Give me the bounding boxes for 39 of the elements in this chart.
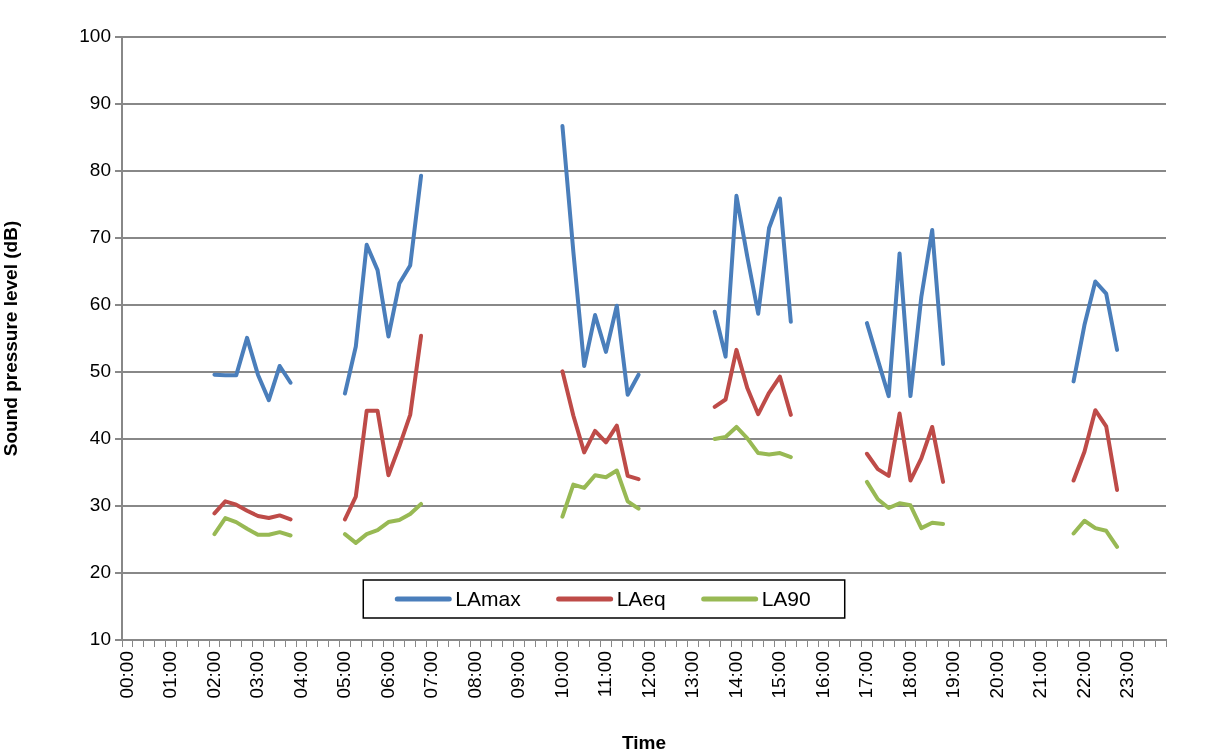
- x-tick-label: 14:00: [724, 651, 746, 699]
- x-tick-label: 13:00: [681, 651, 703, 699]
- y-tick-label: 40: [89, 427, 111, 449]
- x-tick-label: 21:00: [1029, 651, 1051, 699]
- legend-label: LA90: [761, 586, 811, 610]
- x-tick-label: 06:00: [376, 651, 398, 699]
- x-tick-label: 15:00: [768, 651, 790, 699]
- y-tick-label: 10: [89, 628, 111, 650]
- y-tick-label: 20: [89, 561, 111, 583]
- legend-label: LAeq: [616, 586, 666, 610]
- x-tick-label: 18:00: [898, 651, 920, 699]
- y-axis-title: Sound pressure level (dB): [0, 220, 21, 457]
- x-tick-label: 04:00: [289, 651, 311, 699]
- x-tick-label: 12:00: [637, 651, 659, 699]
- x-tick-label: 17:00: [855, 651, 877, 699]
- y-tick-label: 70: [89, 226, 111, 248]
- x-tick-label: 23:00: [1116, 651, 1138, 699]
- y-tick-label: 60: [89, 293, 111, 315]
- y-tick-label: 90: [89, 92, 111, 114]
- y-tick-label: 50: [89, 360, 111, 382]
- y-tick-label: 100: [79, 25, 111, 47]
- x-tick-label: 00:00: [115, 651, 137, 699]
- x-tick-label: 09:00: [507, 651, 529, 699]
- x-tick-label: 03:00: [246, 651, 268, 699]
- x-tick-label: 11:00: [594, 651, 616, 698]
- x-axis-title: Time: [621, 731, 667, 753]
- x-tick-label: 07:00: [420, 651, 442, 699]
- y-tick-label: 30: [89, 494, 111, 516]
- x-tick-label: 08:00: [463, 651, 485, 699]
- x-tick-label: 05:00: [333, 651, 355, 699]
- x-tick-label: 22:00: [1072, 651, 1094, 699]
- x-tick-label: 16:00: [811, 651, 833, 699]
- legend-label: LAmax: [455, 586, 522, 610]
- x-tick-label: 20:00: [985, 651, 1007, 699]
- x-tick-label: 02:00: [202, 651, 224, 699]
- x-tick-label: 10:00: [550, 651, 572, 699]
- y-tick-label: 80: [89, 159, 111, 181]
- x-tick-label: 01:00: [159, 651, 181, 699]
- x-tick-label: 19:00: [942, 651, 964, 699]
